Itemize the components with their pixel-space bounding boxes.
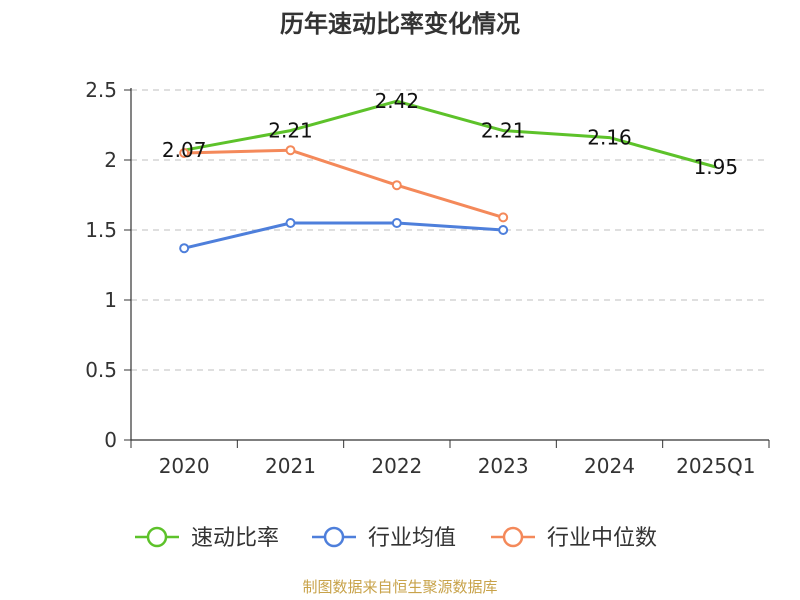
source-note: 制图数据来自恒生聚源数据库	[302, 578, 497, 596]
x-tick-label: 2020	[159, 454, 210, 478]
data-point	[391, 180, 402, 191]
legend-marker	[502, 526, 524, 548]
data-label: 2.07	[162, 138, 207, 162]
legend-label: 行业均值	[368, 526, 456, 551]
series-1	[179, 218, 509, 254]
series-line	[183, 99, 717, 169]
data-point	[285, 218, 296, 228]
y-tick-label: 0	[104, 428, 117, 452]
chart-title: 历年速动比率变化情况	[280, 10, 520, 38]
series-2	[179, 145, 509, 223]
data-label: 2.21	[268, 119, 313, 143]
legend[interactable]: 速动比率 行业均值 行业中位数	[135, 526, 657, 551]
data-point	[498, 225, 509, 235]
x-tick-label: 2025Q1	[676, 454, 755, 478]
legend-marker	[323, 526, 345, 548]
data-label: 1.95	[694, 155, 739, 179]
legend-label: 行业中位数	[547, 526, 657, 551]
gridlines	[131, 89, 769, 371]
legend-item-0[interactable]: 速动比率	[135, 526, 279, 551]
legend-item-2[interactable]: 行业中位数	[491, 526, 657, 551]
data-label: 2.16	[587, 126, 632, 150]
data-point	[285, 145, 296, 156]
y-tick-label: 2.5	[85, 78, 117, 102]
x-tick-label: 2022	[371, 454, 422, 478]
series-0	[183, 99, 717, 169]
x-tick-label: 2021	[265, 454, 316, 478]
data-label: 2.21	[481, 119, 526, 143]
legend-item-1[interactable]: 行业均值	[312, 526, 456, 551]
axes: 0 0.5 1 1.5 2 2.5 2020 2021 2022 2023 2024 2025Q1	[85, 78, 770, 478]
series-line	[183, 221, 504, 250]
data-point	[391, 218, 402, 228]
legend-label: 速动比率	[191, 526, 279, 551]
y-tick-label: 0.5	[85, 358, 117, 382]
data-point	[498, 212, 509, 223]
data-label: 2.42	[375, 89, 420, 113]
y-tick-label: 1.5	[85, 218, 117, 242]
data-labels: 2.07 2.21 2.42 2.21 2.16 1.95	[162, 89, 738, 179]
y-tick-label: 2	[104, 148, 117, 172]
x-tick-label: 2024	[584, 454, 635, 478]
series-lines	[179, 99, 717, 254]
data-point	[179, 243, 190, 254]
legend-marker	[146, 526, 168, 548]
x-tick-label: 2023	[478, 454, 529, 478]
y-tick-label: 1	[104, 288, 117, 312]
series-line	[184, 148, 504, 219]
data-point	[179, 148, 190, 158]
